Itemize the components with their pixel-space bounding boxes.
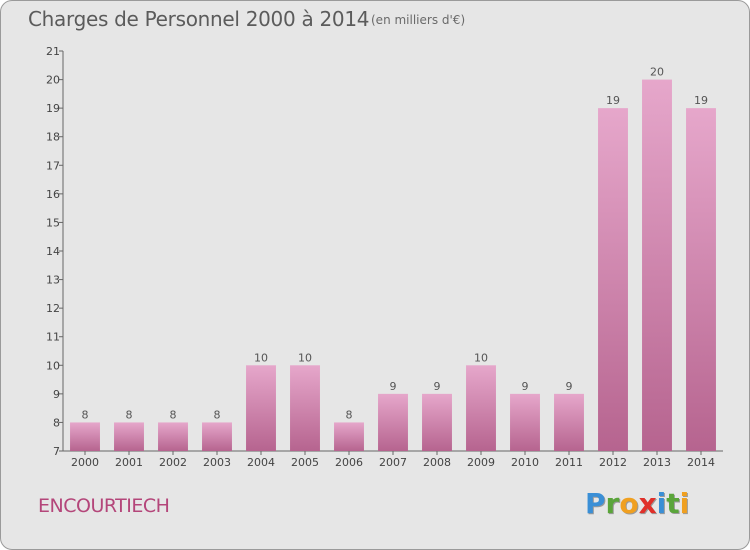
bar [334,422,364,451]
bar-value-label: 9 [390,380,397,393]
logo-letter: x [638,487,657,520]
bar-value-label: 20 [650,66,664,79]
proxiti-logo[interactable]: Proxiti [585,487,689,520]
y-tick-label: 11 [46,331,60,344]
logo-letter: r [605,487,620,520]
bar-value-label: 10 [474,351,488,364]
logo-letter: P [585,487,606,520]
bar [378,393,408,451]
y-tick-label: 21 [46,45,60,58]
bars: 8 8 8 8 10 10 8 9 9 10 9 9 19 20 19 [70,66,716,452]
x-tick-label: 2008 [423,456,451,469]
bar-value-label: 9 [566,380,573,393]
bar-value-label: 8 [82,408,89,421]
bar [114,422,144,451]
bar [466,365,496,451]
logo-letter: i [679,487,690,520]
logo-letter: o [619,487,639,520]
x-tick-label: 2011 [555,456,583,469]
bar [422,393,452,451]
x-tick-label: 2007 [379,456,407,469]
x-tick-label: 2003 [203,456,231,469]
y-tick-label: 13 [46,274,60,287]
y-tick-label: 7 [53,445,60,458]
bar [246,365,276,451]
bar [202,422,232,451]
bar-value-label: 8 [126,408,133,421]
x-tick-label: 2009 [467,456,495,469]
y-tick-label: 10 [46,359,60,372]
x-tick-label: 2004 [247,456,275,469]
y-tick-label: 17 [46,159,60,172]
bar-value-label: 9 [434,380,441,393]
y-tick-label: 14 [46,245,60,258]
y-tick-label: 12 [46,302,60,315]
bar [686,108,716,452]
bar-value-label: 8 [346,408,353,421]
x-tick-label: 2005 [291,456,319,469]
bar [510,393,540,451]
commune-name: ENCOURTIECH [38,495,170,517]
x-tick-label: 2010 [511,456,539,469]
axes: 7 8 9 10 11 12 13 14 15 16 17 18 19 20 21 2000 2001 2002 2… [46,45,723,469]
bar [598,108,628,452]
bar [290,365,320,451]
bar [70,422,100,451]
bar-value-label: 19 [694,94,708,107]
x-tick-label: 2001 [115,456,143,469]
chart-subtitle: (en milliers d'€) [371,13,466,27]
y-tick-label: 19 [46,102,60,115]
y-tick-label: 20 [46,74,60,87]
bar [554,393,584,451]
bar [158,422,188,451]
bar-value-label: 19 [606,94,620,107]
x-tick-label: 2013 [643,456,671,469]
bar-value-label: 8 [214,408,221,421]
bar-value-label: 9 [522,380,529,393]
y-tick-label: 9 [53,388,60,401]
logo-letter: i [656,487,667,520]
bar [642,79,672,452]
y-tick-label: 16 [46,188,60,201]
y-tick-label: 18 [46,131,60,144]
x-tick-label: 2012 [599,456,627,469]
logo-letter: t [666,487,680,520]
y-tick-label: 8 [53,416,60,429]
x-tick-label: 2002 [159,456,187,469]
x-tick-label: 2014 [687,456,715,469]
x-tick-label: 2006 [335,456,363,469]
bar-value-label: 10 [254,351,268,364]
x-tick-label: 2000 [71,456,99,469]
bar-value-label: 10 [298,351,312,364]
bar-value-label: 8 [170,408,177,421]
y-tick-label: 15 [46,216,60,229]
chart-title: Charges de Personnel 2000 à 2014 [28,7,370,31]
